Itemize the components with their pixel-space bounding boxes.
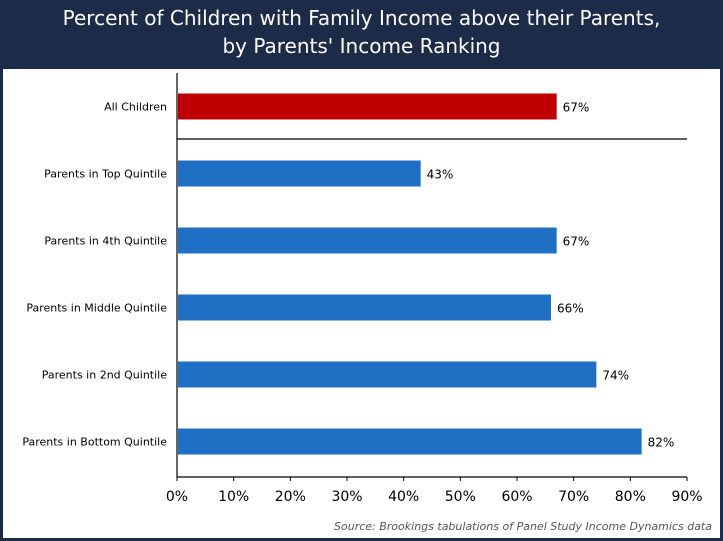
x-tick-label: 20% (275, 489, 306, 505)
chart-title: Percent of Children with Family Income a… (0, 4, 723, 66)
bar (178, 294, 551, 321)
data-label: 66% (557, 302, 584, 316)
bar (178, 361, 597, 388)
data-label: 67% (563, 235, 590, 249)
x-tick-label: 0% (166, 489, 188, 505)
category-label: Parents in 4th Quintile (44, 235, 167, 248)
bar (178, 428, 642, 455)
x-tick-label: 60% (501, 489, 532, 505)
x-tick-label: 30% (331, 489, 362, 505)
bar-chart: 0% 10% 20% 30% 40% 50% 60% 70% 80% 90% All Childre… (22, 73, 703, 505)
bar (178, 93, 557, 120)
x-tick-label: 90% (671, 489, 702, 505)
bar (178, 160, 421, 187)
data-label: 82% (648, 436, 675, 450)
category-label: Parents in Bottom Quintile (22, 436, 167, 449)
x-tick-label: 50% (445, 489, 476, 505)
category-label: Parents in Middle Quintile (26, 302, 167, 315)
source-note: Source: Brookings tabulations of Panel S… (334, 520, 712, 533)
x-tick-label: 40% (388, 489, 419, 505)
data-label: 74% (602, 369, 629, 383)
x-tick-label: 80% (615, 489, 646, 505)
data-label: 67% (563, 101, 590, 115)
chart-panel: 0% 10% 20% 30% 40% 50% 60% 70% 80% 90% All Childre… (3, 69, 720, 538)
chart-title-line-1: Percent of Children with Family Income a… (62, 6, 661, 30)
data-label: 43% (427, 168, 454, 182)
category-label: Parents in 2nd Quintile (42, 369, 167, 382)
category-label: All Children (104, 101, 167, 114)
x-tick-label: 10% (218, 489, 249, 505)
chart-title-line-2: by Parents' Income Ranking (222, 34, 501, 58)
x-tick-label: 70% (558, 489, 589, 505)
category-label: Parents in Top Quintile (44, 168, 167, 181)
bar (178, 227, 557, 254)
